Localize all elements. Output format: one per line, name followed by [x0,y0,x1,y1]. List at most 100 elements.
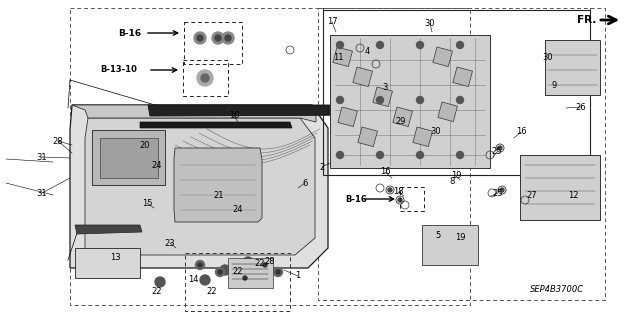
Circle shape [243,257,253,267]
Polygon shape [148,105,392,116]
Circle shape [498,146,502,150]
Text: 5: 5 [435,232,440,241]
Text: 4: 4 [364,48,370,56]
Circle shape [197,35,203,41]
Bar [373,87,392,107]
Polygon shape [330,35,490,168]
Circle shape [337,41,344,48]
Text: 8: 8 [449,176,454,186]
Circle shape [201,74,209,82]
Circle shape [195,261,205,270]
Circle shape [456,152,463,159]
Text: 30: 30 [425,19,435,27]
Text: B-13-10: B-13-10 [100,65,137,75]
Polygon shape [140,122,292,128]
Circle shape [376,41,383,48]
Circle shape [417,41,424,48]
Circle shape [155,277,165,287]
Bar [453,67,472,86]
Text: 17: 17 [326,18,337,26]
Text: 26: 26 [576,102,586,112]
Text: 25: 25 [493,189,503,197]
Text: 28: 28 [265,256,275,265]
Text: 30: 30 [543,54,554,63]
Text: B-16: B-16 [118,28,141,38]
Bar [228,258,273,288]
Bar [318,8,605,300]
Text: 3: 3 [382,83,388,92]
Text: FR.: FR. [577,15,596,25]
Circle shape [198,263,202,267]
Text: 15: 15 [141,198,152,207]
Polygon shape [85,118,315,255]
Circle shape [260,261,269,270]
Circle shape [500,188,504,192]
Circle shape [243,276,247,280]
Text: 21: 21 [214,190,224,199]
Text: 22: 22 [207,286,217,295]
Polygon shape [72,105,316,122]
Bar [70,8,470,305]
Circle shape [215,35,221,41]
Circle shape [197,70,213,86]
Bar [75,248,140,278]
Circle shape [456,41,463,48]
Text: 1: 1 [296,271,301,280]
Circle shape [216,268,225,277]
Text: 31: 31 [36,189,47,197]
Polygon shape [520,155,600,220]
Polygon shape [422,225,478,265]
Text: 25: 25 [492,147,502,157]
Circle shape [220,265,230,275]
Circle shape [200,275,210,285]
Bar [184,22,242,64]
Text: 27: 27 [527,191,538,201]
Circle shape [222,32,234,44]
Text: 19: 19 [451,172,461,181]
Circle shape [218,270,222,274]
Circle shape [194,32,206,44]
Bar [183,60,228,96]
Text: 16: 16 [380,167,390,176]
Text: 16: 16 [516,128,526,137]
Polygon shape [75,225,142,234]
Text: 13: 13 [109,253,120,262]
Bar [333,47,353,67]
Circle shape [398,198,402,202]
Circle shape [456,97,463,103]
Text: 28: 28 [52,137,63,145]
Text: B-16: B-16 [345,195,367,204]
Text: 29: 29 [396,116,406,125]
Text: 24: 24 [233,205,243,214]
Text: 12: 12 [568,191,579,201]
Text: SEP4B3700C: SEP4B3700C [530,286,584,294]
Circle shape [376,97,383,103]
Text: 19: 19 [455,233,465,241]
Circle shape [241,273,250,283]
Circle shape [388,188,392,192]
Circle shape [276,270,280,274]
Text: 9: 9 [552,80,557,90]
Circle shape [417,97,424,103]
Text: 2: 2 [319,162,324,172]
Text: 22: 22 [233,268,243,277]
Text: 6: 6 [302,179,308,188]
Polygon shape [174,148,262,222]
Text: 24: 24 [152,160,163,169]
Bar [353,67,372,86]
Text: 11: 11 [333,54,343,63]
Bar [338,107,358,127]
Text: 14: 14 [188,276,198,285]
Text: 10: 10 [228,112,239,121]
Bar [393,107,412,127]
Text: 18: 18 [393,188,403,197]
Polygon shape [92,130,165,185]
Circle shape [225,35,231,41]
Polygon shape [70,105,328,268]
Polygon shape [545,40,600,95]
Circle shape [337,152,344,159]
Text: 30: 30 [431,128,442,137]
Bar [413,127,433,147]
Text: 20: 20 [140,140,150,150]
Polygon shape [100,138,158,178]
